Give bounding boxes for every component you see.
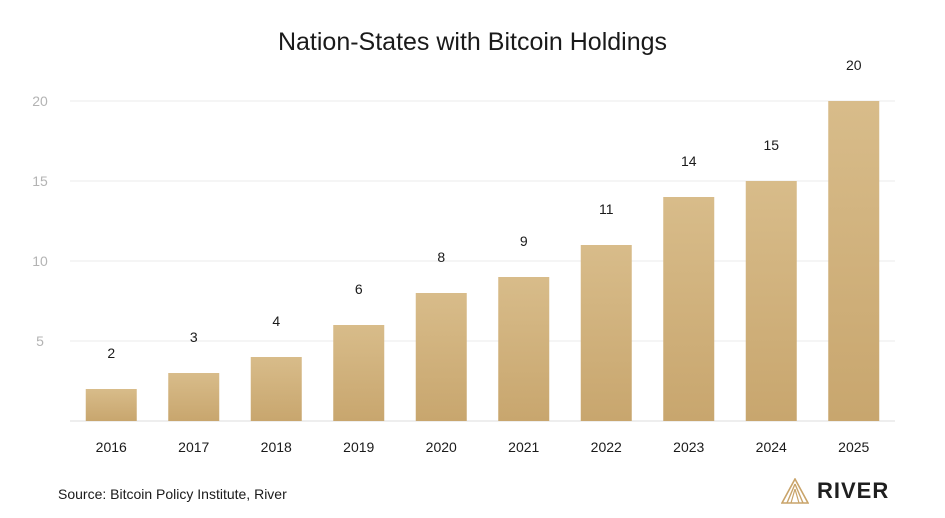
x-tick-label: 2018 — [261, 439, 292, 455]
bar-2017 — [168, 373, 220, 421]
bar-2023 — [663, 197, 715, 421]
x-tick-label: 2025 — [838, 439, 869, 455]
bar-2022 — [580, 245, 632, 421]
data-label-2017: 3 — [190, 329, 198, 345]
data-labels: 2 3 4 6 8 9 11 14 15 20 — [107, 57, 861, 361]
bar-2019 — [333, 325, 385, 421]
x-tick-label: 2021 — [508, 439, 539, 455]
bar-2020 — [415, 293, 467, 421]
x-tick-label: 2023 — [673, 439, 704, 455]
bar-2021 — [498, 277, 550, 421]
data-label-2018: 4 — [272, 313, 280, 329]
brand-logo: RIVER — [781, 478, 889, 504]
data-label-2020: 8 — [437, 249, 445, 265]
chart-title: Nation-States with Bitcoin Holdings — [277, 28, 668, 56]
y-axis-ticks: 5 10 15 20 — [32, 93, 48, 349]
bar-2024 — [745, 181, 797, 421]
y-tick-label: 10 — [32, 253, 48, 269]
data-label-2021: 9 — [520, 233, 528, 249]
bar-2025 — [828, 101, 880, 421]
x-axis-ticks: 2016 2017 2018 2019 2020 2021 2022 2023 2024 2025 — [96, 439, 870, 455]
bar-2018 — [250, 357, 302, 421]
data-label-2022: 11 — [599, 201, 614, 217]
x-tick-label: 2020 — [426, 439, 457, 455]
x-tick-label: 2024 — [756, 439, 787, 455]
x-tick-label: 2017 — [178, 439, 209, 455]
river-mountain-icon — [781, 478, 809, 504]
x-tick-label: 2016 — [96, 439, 127, 455]
data-label-2019: 6 — [355, 281, 363, 297]
brand-name: RIVER — [817, 478, 890, 503]
x-tick-label: 2019 — [343, 439, 374, 455]
x-tick-label: 2022 — [591, 439, 622, 455]
data-label-2023: 14 — [681, 153, 697, 169]
data-label-2024: 15 — [763, 137, 779, 153]
y-tick-label: 15 — [32, 173, 48, 189]
y-tick-label: 20 — [32, 93, 48, 109]
data-label-2016: 2 — [107, 345, 115, 361]
data-label-2025: 20 — [846, 57, 862, 73]
source-note: Source: Bitcoin Policy Institute, River — [58, 486, 287, 502]
bar-2016 — [85, 389, 137, 421]
bars — [85, 101, 880, 421]
y-tick-label: 5 — [36, 333, 44, 349]
